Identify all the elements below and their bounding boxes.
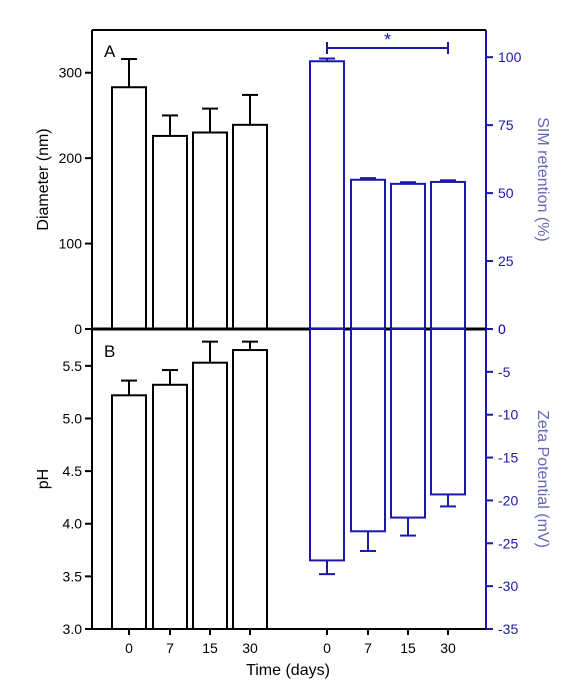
x-axis-title: Time (days) bbox=[246, 662, 330, 679]
left-tick-label: 4.5 bbox=[63, 463, 83, 479]
left-axis-title: Diameter (nm) bbox=[35, 128, 52, 230]
panel-a-label: A bbox=[104, 42, 116, 61]
right-tick-label: 0 bbox=[498, 321, 506, 337]
right-bar bbox=[430, 180, 466, 330]
right-tick-label: 100 bbox=[498, 49, 522, 65]
right-tick-label: -25 bbox=[498, 535, 518, 551]
left-bar bbox=[152, 134, 188, 330]
x-tick-label: 7 bbox=[166, 640, 174, 656]
left-tick-label: 100 bbox=[59, 236, 83, 252]
right-tick-label: 50 bbox=[498, 185, 514, 201]
x-tick-label: 15 bbox=[400, 640, 416, 656]
x-tick-label: 0 bbox=[323, 640, 331, 656]
left-bar bbox=[111, 394, 147, 630]
left-bar bbox=[111, 86, 147, 331]
left-bar bbox=[192, 131, 228, 330]
right-tick-label: -15 bbox=[498, 450, 518, 466]
right-bar bbox=[309, 328, 345, 562]
left-tick-label: 0 bbox=[74, 321, 82, 337]
right-bar bbox=[390, 328, 426, 519]
left-bar bbox=[232, 123, 268, 330]
right-tick-label: 25 bbox=[498, 253, 514, 269]
left-tick-label: 4.0 bbox=[63, 516, 83, 532]
right-bar bbox=[430, 328, 466, 496]
x-tick-label: 30 bbox=[242, 640, 258, 656]
left-bar bbox=[152, 383, 188, 630]
right-tick-label: 0 bbox=[498, 321, 506, 337]
right-bar bbox=[309, 60, 345, 330]
right-bar bbox=[350, 178, 386, 330]
left-bar bbox=[232, 349, 268, 630]
right-bar bbox=[350, 328, 386, 533]
left-tick-label: 300 bbox=[59, 65, 83, 81]
right-tick-label: 75 bbox=[498, 117, 514, 133]
significance-star: * bbox=[384, 30, 391, 50]
x-tick-label: 0 bbox=[125, 640, 133, 656]
left-axis-title: pH bbox=[35, 469, 52, 489]
left-tick-label: 5.0 bbox=[63, 410, 83, 426]
x-tick-label: 30 bbox=[440, 640, 456, 656]
left-tick-label: 3.5 bbox=[63, 568, 83, 584]
right-tick-label: -10 bbox=[498, 407, 518, 423]
right-tick-label: -30 bbox=[498, 578, 518, 594]
x-tick-label: 15 bbox=[202, 640, 218, 656]
right-tick-label: -35 bbox=[498, 621, 518, 637]
right-tick-label: -5 bbox=[498, 364, 511, 380]
left-bar bbox=[192, 361, 228, 630]
panel-b: B 3.0 3.5 4.0 4.5 5.0 5.5 0 -5 -10 -15 -20 -25 -30 -3… bbox=[35, 321, 551, 656]
right-bar bbox=[390, 182, 426, 330]
right-axis-title: Zeta Potential (mV) bbox=[534, 410, 551, 548]
left-tick-label: 5.5 bbox=[63, 358, 83, 374]
right-axis-title: SIM retention (%) bbox=[534, 117, 551, 241]
left-tick-label: 3.0 bbox=[63, 621, 83, 637]
x-tick-label: 7 bbox=[364, 640, 372, 656]
right-tick-label: -20 bbox=[498, 492, 518, 508]
left-tick-label: 200 bbox=[59, 150, 83, 166]
panel-a: A 0 100 200 300 0 25 50 75 100 Diameter (nm) SIM r… bbox=[35, 29, 551, 337]
panel-b-label: B bbox=[104, 342, 115, 361]
